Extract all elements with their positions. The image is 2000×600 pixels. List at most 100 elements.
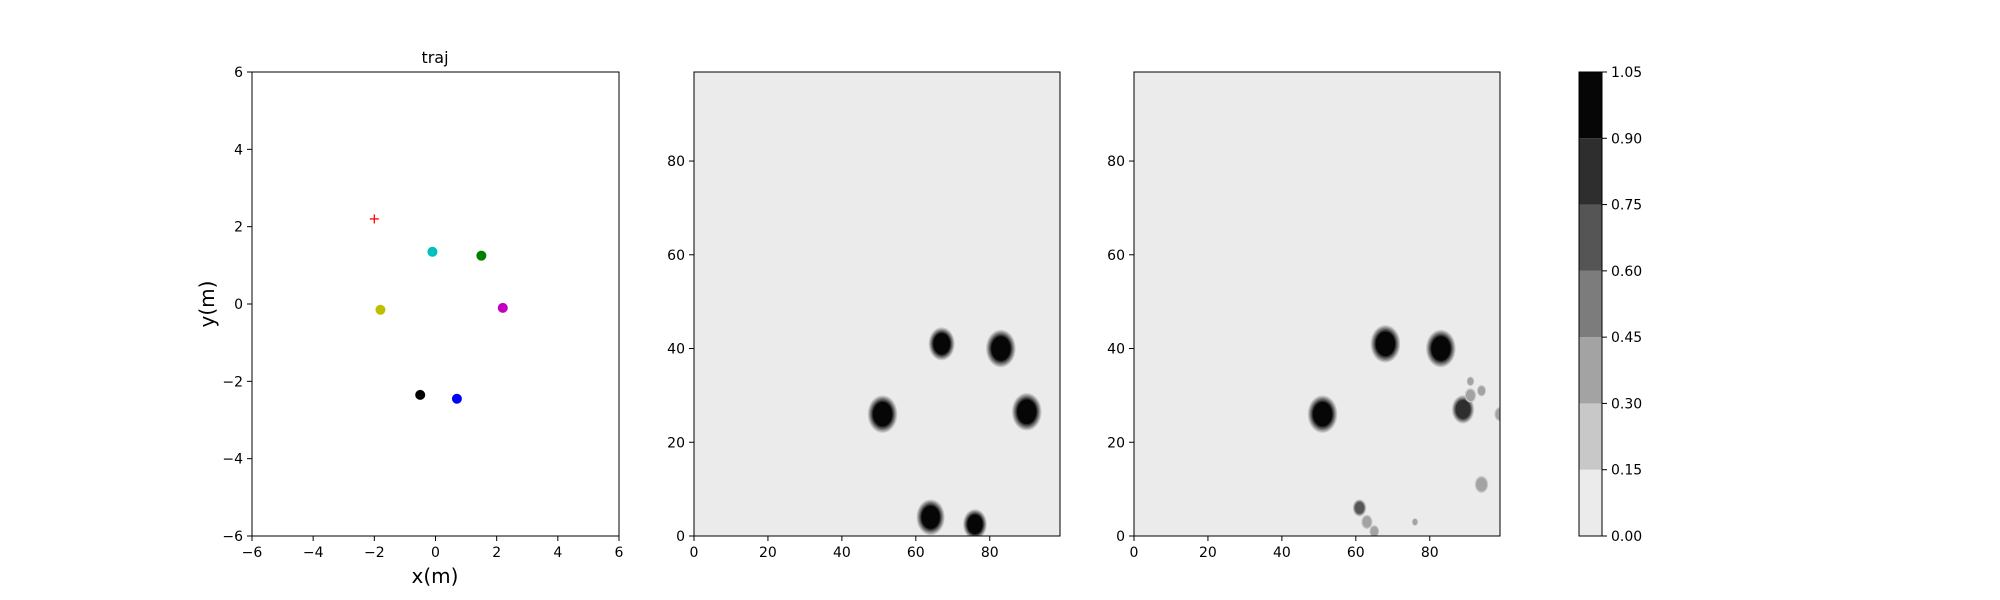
colorbar-tick-label: 0.75 bbox=[1611, 198, 1642, 214]
x-tick-label: 60 bbox=[907, 545, 925, 561]
colorbar-frame bbox=[1578, 71, 1603, 537]
colorbar-band bbox=[1579, 204, 1602, 271]
occupancy-blob bbox=[1464, 388, 1476, 403]
x-tick-label: −4 bbox=[303, 545, 324, 561]
y-tick-label: −4 bbox=[222, 452, 243, 468]
y-tick-label: 4 bbox=[234, 142, 243, 158]
occupancy-blob bbox=[1474, 476, 1489, 493]
scatter-y-label: y(m) bbox=[195, 281, 219, 328]
occupancy-blob bbox=[928, 327, 955, 361]
y-tick-label: 40 bbox=[667, 342, 685, 358]
colorbar-band bbox=[1579, 403, 1602, 470]
heatmap-frame bbox=[1133, 71, 1501, 537]
x-tick-label: 6 bbox=[615, 545, 624, 561]
occupancy-blob bbox=[1370, 325, 1401, 363]
colorbar-tick-label: 0.30 bbox=[1611, 396, 1642, 412]
y-tick-label: 2 bbox=[234, 220, 243, 236]
scatter-y-ticks: −6 −4 −2 0 2 4 6 bbox=[222, 65, 252, 545]
x-tick-label: 40 bbox=[833, 545, 851, 561]
y-tick-label: 6 bbox=[234, 65, 243, 81]
occupancy-blob bbox=[1307, 395, 1338, 433]
x-tick-label: 4 bbox=[553, 545, 562, 561]
colorbar-tick-label: 0.15 bbox=[1611, 463, 1642, 479]
occupancy-blob bbox=[1369, 525, 1380, 536]
y-tick-label: 0 bbox=[1116, 529, 1125, 545]
y-tick-label: 40 bbox=[1107, 342, 1125, 358]
colorbar-band bbox=[1579, 138, 1602, 205]
occupancy-blob bbox=[867, 395, 898, 433]
y-tick-label: 60 bbox=[667, 248, 685, 264]
occupancy-blob bbox=[1494, 407, 1500, 422]
x-tick-label: 0 bbox=[690, 545, 699, 561]
x-tick-label: 80 bbox=[1421, 545, 1439, 561]
y-tick-label: −2 bbox=[222, 374, 243, 390]
y-tick-label: 0 bbox=[234, 297, 243, 313]
heatmap-background bbox=[694, 72, 1060, 536]
x-tick-label: 40 bbox=[1273, 545, 1291, 561]
heatmap-panel-prediction: 0 20 40 60 80 0 20 40 60 80 bbox=[1107, 71, 1501, 561]
colorbar-band bbox=[1579, 469, 1602, 536]
x-tick-label: 0 bbox=[431, 545, 440, 561]
heatmap-x-ticks: 0 20 40 60 80 bbox=[1130, 536, 1439, 561]
colorbar-ticks: 0.00 0.15 0.30 0.45 0.60 0.75 0.90 1.05 bbox=[1602, 65, 1642, 545]
x-tick-label: 20 bbox=[759, 545, 777, 561]
occupancy-blob bbox=[916, 499, 945, 536]
colorbar-band bbox=[1579, 337, 1602, 404]
heatmap-blobs bbox=[1307, 325, 1500, 536]
y-tick-label: 60 bbox=[1107, 248, 1125, 264]
occupancy-blob bbox=[1011, 393, 1042, 431]
x-tick-label: 0 bbox=[1130, 545, 1139, 561]
heatmap-y-ticks: 0 20 40 60 80 bbox=[1107, 154, 1134, 545]
x-tick-label: −2 bbox=[364, 545, 385, 561]
colorbar-bands bbox=[1579, 72, 1602, 536]
x-tick-label: 2 bbox=[492, 545, 501, 561]
colorbar-tick-label: 0.00 bbox=[1611, 529, 1642, 545]
start-marker bbox=[369, 214, 379, 224]
colorbar-tick-label: 0.90 bbox=[1611, 131, 1642, 147]
y-tick-label: 80 bbox=[667, 154, 685, 170]
y-tick-label: 20 bbox=[667, 435, 685, 451]
occupancy-blob bbox=[1466, 376, 1475, 387]
agent-point bbox=[375, 304, 386, 315]
heatmap-x-ticks: 0 20 40 60 80 bbox=[690, 536, 999, 561]
agent-point bbox=[451, 393, 462, 404]
colorbar-tick-label: 1.05 bbox=[1611, 65, 1642, 81]
colorbar-tick-label: 0.45 bbox=[1611, 330, 1642, 346]
scatter-x-label: x(m) bbox=[412, 564, 459, 588]
heatmap-frame bbox=[693, 71, 1061, 537]
occupancy-blob bbox=[1477, 385, 1486, 397]
colorbar-band bbox=[1579, 270, 1602, 338]
scatter-title: traj bbox=[421, 48, 448, 67]
heatmap-y-ticks: 0 20 40 60 80 bbox=[667, 154, 694, 545]
y-tick-label: 0 bbox=[676, 529, 685, 545]
scatter-x-ticks: −6 −4 −2 0 2 4 6 bbox=[242, 536, 624, 561]
occupancy-blob bbox=[1412, 518, 1418, 526]
occupancy-blob bbox=[963, 509, 987, 536]
y-tick-label: 20 bbox=[1107, 435, 1125, 451]
occupancy-blob bbox=[986, 329, 1016, 368]
scatter-plot-area bbox=[251, 71, 620, 537]
occupancy-blob bbox=[1352, 499, 1367, 517]
scatter-panel: traj −6 −4 −2 0 2 4 6 −6 −4 −2 0 2 4 6 x(m) y(m) bbox=[195, 48, 624, 588]
colorbar-tick-label: 0.60 bbox=[1611, 264, 1642, 280]
scatter-points bbox=[369, 214, 508, 404]
agent-point bbox=[497, 302, 508, 313]
occupancy-blob bbox=[1426, 329, 1456, 368]
occupancy-blob bbox=[1451, 395, 1475, 424]
heatmap-blobs bbox=[867, 327, 1042, 536]
colorbar-band bbox=[1579, 72, 1602, 139]
y-tick-label: 80 bbox=[1107, 154, 1125, 170]
agent-point bbox=[476, 250, 487, 261]
agent-point bbox=[415, 389, 426, 400]
x-tick-label: −6 bbox=[242, 545, 263, 561]
x-tick-label: 20 bbox=[1199, 545, 1217, 561]
x-tick-label: 80 bbox=[981, 545, 999, 561]
heatmap-background bbox=[1134, 72, 1500, 536]
x-tick-label: 60 bbox=[1347, 545, 1365, 561]
heatmap-panel-ground-truth: 0 20 40 60 80 0 20 40 60 80 bbox=[667, 71, 1061, 561]
occupancy-blob bbox=[1361, 514, 1373, 529]
y-tick-label: −6 bbox=[222, 529, 243, 545]
agent-point bbox=[427, 246, 438, 257]
colorbar: 0.00 0.15 0.30 0.45 0.60 0.75 0.90 1.05 bbox=[1578, 65, 1642, 545]
